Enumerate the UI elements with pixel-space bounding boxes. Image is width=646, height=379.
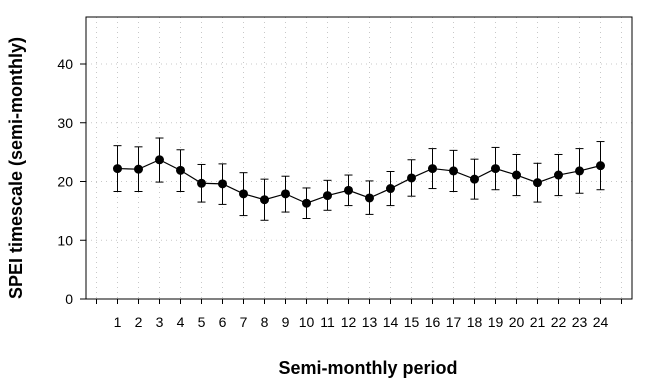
data-point <box>302 198 311 208</box>
x-tick-label: 5 <box>198 314 206 330</box>
x-tick-label: 3 <box>156 314 164 330</box>
x-tick-label: 9 <box>282 314 290 330</box>
plot-area-frame <box>85 16 633 300</box>
x-tick-label: 24 <box>593 314 609 330</box>
y-axis: 0 10 20 30 40 <box>57 56 86 307</box>
x-tick-label: 10 <box>299 314 315 330</box>
data-point <box>323 191 332 201</box>
data-point <box>575 166 584 176</box>
x-axis-title: Semi-monthly period <box>278 358 457 378</box>
x-tick-label: 13 <box>362 314 378 330</box>
data-point <box>197 178 206 188</box>
data-points <box>113 155 605 208</box>
x-tick-label: 2 <box>135 314 143 330</box>
data-point <box>281 189 290 199</box>
x-tick-label: 7 <box>240 314 248 330</box>
x-tick-label: 20 <box>509 314 525 330</box>
x-tick-label: 1 <box>114 314 122 330</box>
data-point <box>491 164 500 174</box>
data-point <box>176 165 185 175</box>
x-tick-label: 8 <box>261 314 269 330</box>
y-axis-title: SPEI timescale (semi-monthly) <box>6 37 26 299</box>
y-tick-label: 40 <box>57 56 73 72</box>
data-point <box>554 170 563 180</box>
data-point <box>113 164 122 174</box>
data-point <box>155 155 164 165</box>
data-point <box>344 185 353 195</box>
x-tick-label: 17 <box>446 314 462 330</box>
x-tick-label: 19 <box>488 314 504 330</box>
x-tick-label: 12 <box>341 314 357 330</box>
x-tick-label: 4 <box>177 314 185 330</box>
data-point <box>407 173 416 183</box>
data-point <box>134 164 143 174</box>
grid-lines <box>86 17 632 299</box>
data-point <box>260 195 269 205</box>
x-tick-label: 14 <box>383 314 399 330</box>
x-tick-label: 11 <box>320 314 335 330</box>
data-point <box>239 189 248 199</box>
data-point <box>428 164 437 174</box>
data-point <box>512 170 521 180</box>
x-tick-label: 16 <box>425 314 441 330</box>
data-point <box>533 178 542 188</box>
x-tick-label: 6 <box>219 314 227 330</box>
data-point <box>218 179 227 189</box>
x-tick-label: 22 <box>551 314 567 330</box>
data-point <box>386 184 395 194</box>
data-point <box>365 193 374 203</box>
x-axis: 1 2 3 4 5 6 7 8 9 10 11 12 13 14 15 16 17 18 19 20 21 22 23 24 <box>96 299 622 330</box>
x-tick-label: 21 <box>530 314 546 330</box>
y-tick-label: 20 <box>57 174 73 190</box>
y-tick-label: 10 <box>57 232 73 248</box>
y-tick-label: 0 <box>65 291 73 307</box>
series-line <box>117 159 601 204</box>
data-point <box>449 166 458 176</box>
y-tick-label: 30 <box>57 115 73 131</box>
x-tick-label: 23 <box>572 314 588 330</box>
x-tick-label: 15 <box>404 314 420 330</box>
data-point <box>470 174 479 184</box>
x-tick-label: 18 <box>467 314 483 330</box>
error-bars <box>113 137 605 221</box>
data-point <box>596 161 605 171</box>
